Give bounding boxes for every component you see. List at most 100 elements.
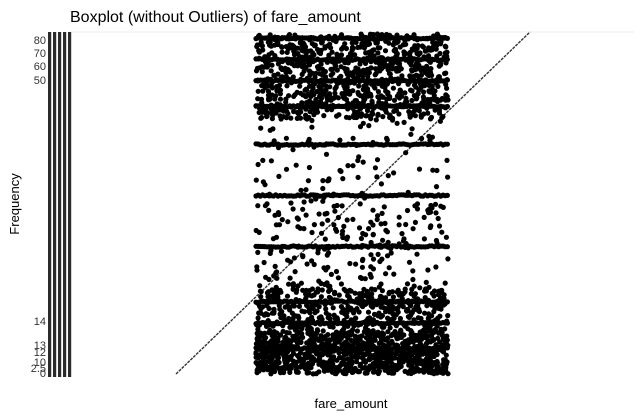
- data-point: [338, 52, 345, 58]
- data-point: [373, 59, 379, 65]
- data-point: [387, 325, 393, 331]
- data-point: [362, 60, 369, 66]
- data-point: [256, 368, 262, 374]
- data-point: [345, 335, 351, 341]
- data-point: [269, 62, 275, 68]
- data-point: [294, 89, 300, 95]
- data-point: [369, 295, 375, 301]
- data-point: [369, 286, 375, 292]
- data-point: [418, 315, 424, 322]
- data-point: [316, 369, 322, 375]
- data-point: [283, 69, 289, 75]
- data-point: [417, 50, 423, 56]
- data-point: [310, 58, 316, 65]
- data-point: [433, 343, 439, 349]
- data-point: [266, 322, 272, 328]
- data-point: [359, 303, 365, 309]
- data-point: [258, 96, 265, 102]
- data-point: [350, 163, 356, 169]
- data-point: [424, 303, 430, 309]
- data-point: [255, 203, 261, 209]
- data-point: [256, 55, 262, 61]
- data-point: [402, 100, 408, 106]
- data-point: [348, 79, 354, 85]
- data-point: [346, 288, 352, 294]
- data-point: [295, 340, 301, 346]
- data-point: [402, 90, 408, 96]
- data-point: [342, 60, 348, 66]
- data-point: [277, 311, 283, 317]
- data-point: [432, 78, 438, 84]
- data-point: [348, 35, 354, 41]
- data-point: [374, 332, 380, 338]
- data-point: [414, 347, 420, 353]
- data-point: [443, 368, 449, 374]
- data-point: [339, 231, 345, 237]
- data-point: [406, 79, 413, 85]
- data-point: [398, 334, 404, 340]
- data-point: [256, 109, 262, 116]
- data-point: [382, 220, 388, 226]
- data-point: [275, 210, 281, 216]
- data-point: [267, 32, 273, 38]
- data-point: [396, 214, 402, 220]
- data-point: [303, 86, 309, 92]
- data-point: [409, 58, 415, 64]
- data-point: [311, 292, 317, 298]
- data-point: [309, 314, 315, 320]
- data-point: [344, 84, 350, 90]
- data-point: [288, 115, 294, 121]
- data-point: [318, 294, 324, 300]
- data-point: [412, 219, 418, 225]
- data-point: [307, 72, 313, 78]
- data-point: [290, 283, 296, 289]
- data-point: [419, 43, 425, 49]
- data-point: [301, 199, 307, 205]
- data-point: [333, 63, 339, 69]
- data-point: [353, 65, 359, 71]
- data-point: [283, 99, 289, 105]
- data-point: [302, 54, 308, 60]
- data-point: [432, 302, 438, 308]
- data-point: [379, 256, 385, 262]
- data-point: [316, 83, 322, 90]
- data-point: [416, 63, 422, 69]
- data-point: [426, 66, 432, 72]
- data-point: [274, 38, 280, 44]
- data-point: [443, 92, 449, 98]
- data-point: [412, 113, 418, 119]
- data-point: [303, 187, 309, 193]
- data-point: [354, 70, 361, 77]
- y-tick-label: 0: [40, 368, 46, 380]
- data-point: [303, 106, 309, 112]
- data-point: [396, 81, 402, 87]
- data-point: [423, 356, 429, 362]
- data-point: [332, 315, 338, 321]
- data-point: [255, 326, 261, 332]
- data-point: [382, 48, 389, 54]
- data-point: [430, 167, 436, 173]
- data-point: [306, 323, 312, 329]
- data-point: [437, 41, 444, 47]
- data-point: [340, 370, 346, 376]
- data-point: [354, 328, 360, 334]
- data-point: [340, 103, 346, 109]
- data-point: [389, 243, 396, 249]
- data-point: [325, 93, 331, 99]
- data-point: [275, 355, 282, 361]
- data-point: [299, 326, 305, 332]
- data-point: [370, 232, 376, 238]
- data-point: [285, 111, 291, 117]
- data-point: [363, 232, 369, 238]
- data-point: [368, 219, 374, 225]
- data-point: [424, 71, 430, 77]
- data-point: [324, 252, 330, 258]
- data-point: [385, 315, 391, 321]
- data-point: [340, 78, 346, 85]
- data-point: [431, 293, 437, 299]
- data-point: [379, 364, 385, 370]
- data-point: [304, 355, 310, 361]
- data-point: [401, 290, 407, 296]
- data-point: [269, 360, 275, 366]
- data-point: [289, 61, 295, 67]
